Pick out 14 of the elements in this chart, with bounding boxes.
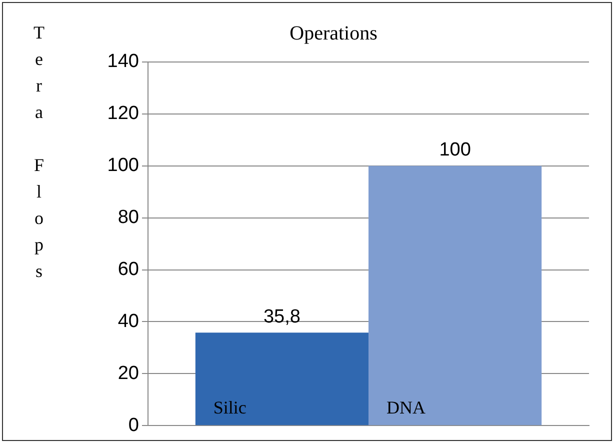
y-tick-label: 20 [118,362,139,384]
chart-title: Operations [290,22,378,44]
y-tick-label: 60 [118,259,139,280]
text: Tera Flops [34,22,44,282]
y-tick-label: 0 [128,414,139,436]
series-label: DNA [386,398,426,418]
data-label: 35,8 [263,306,300,328]
y-tick-label: 40 [118,310,139,332]
y-tick-label: 100 [107,155,139,176]
y-tick-label: 120 [107,103,139,124]
y-tick-label: 140 [107,51,139,72]
series-label: Silic [213,398,246,418]
y-tick-label: 80 [118,207,139,228]
data-label: 100 [439,140,471,161]
